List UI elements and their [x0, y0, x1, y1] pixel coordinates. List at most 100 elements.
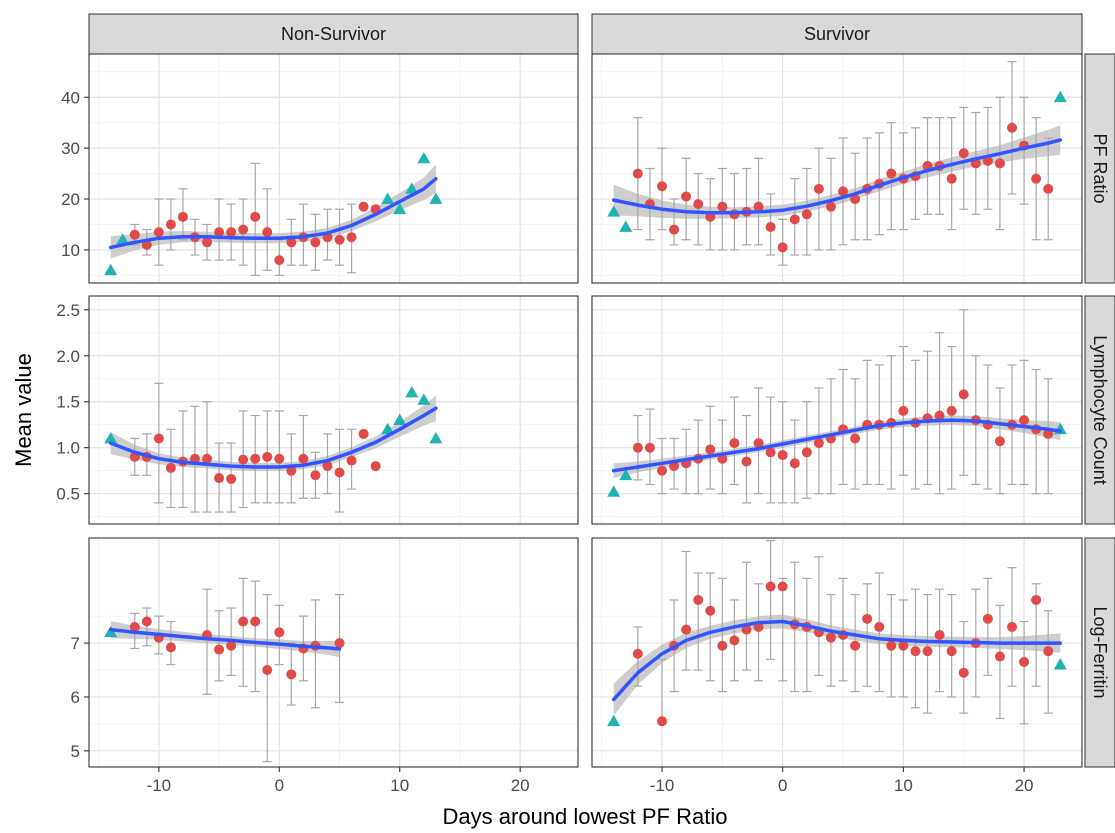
data-point [946, 173, 957, 184]
data-point [693, 199, 704, 210]
data-point [862, 613, 873, 624]
data-point-triangle [417, 393, 431, 405]
panel-plot-area [89, 538, 578, 767]
data-point [1043, 183, 1054, 194]
column-strip-label: Survivor [804, 24, 870, 44]
data-point [286, 465, 297, 476]
data-point [226, 227, 237, 238]
data-point [238, 224, 249, 235]
panel-plot-area [592, 54, 1082, 283]
panel-border [88, 537, 579, 768]
data-point [922, 646, 933, 657]
data-point [765, 581, 776, 592]
data-point [346, 232, 357, 243]
error-bar [947, 345, 957, 490]
panel-background [89, 296, 578, 524]
y-tick-label: 2.0 [56, 347, 80, 366]
data-point [334, 467, 345, 478]
error-bar [959, 106, 969, 210]
data-point [982, 613, 993, 624]
error-bar [262, 593, 272, 763]
data-point [370, 461, 381, 472]
error-bar [669, 198, 679, 246]
data-point-triangle [607, 205, 621, 217]
data-point [729, 438, 740, 449]
y-tick-label: 1.5 [56, 393, 80, 412]
data-point [286, 237, 297, 248]
data-point [153, 433, 164, 444]
y-tick-label: 5 [71, 742, 80, 761]
data-point [946, 646, 957, 657]
data-point [214, 644, 225, 655]
data-point-triangle [381, 422, 395, 435]
data-point-triangle [381, 192, 395, 204]
data-point [274, 255, 285, 266]
data-point [1043, 646, 1054, 657]
data-point-triangle [1053, 658, 1067, 670]
data-point [644, 442, 655, 453]
x-axis-ticks: -10 0 10 20 -10 0 10 20 [147, 767, 1034, 795]
error-bar [1019, 96, 1029, 205]
error-bar [983, 577, 993, 677]
data-point [274, 453, 285, 464]
panel-border [88, 53, 579, 284]
error-bar [1019, 620, 1029, 725]
error-bar [778, 218, 788, 266]
smooth-line [108, 176, 438, 250]
data-point [657, 465, 667, 476]
error-bar [862, 583, 872, 687]
data-point [165, 642, 176, 653]
facet-panel [88, 53, 579, 284]
x-tick-label: -10 [650, 776, 675, 795]
panel-plot-area [89, 54, 578, 283]
data-point [813, 438, 824, 449]
x-tick-label: 20 [511, 776, 530, 795]
data-point [669, 224, 680, 235]
x-tick-label: 10 [894, 776, 913, 795]
data-point [262, 665, 273, 676]
y-tick-label: 20 [61, 190, 80, 209]
error-bar [874, 572, 884, 693]
y-tick-label: 7 [71, 634, 80, 653]
data-point [141, 616, 152, 627]
data-point [298, 453, 309, 464]
data-point [129, 229, 140, 240]
data-point-triangle [619, 468, 633, 481]
data-point [310, 470, 321, 481]
error-bar [814, 147, 824, 251]
data-point [346, 455, 357, 466]
data-point [1031, 173, 1042, 184]
error-bar [741, 167, 751, 246]
row-strip-label: PF Ratio [1090, 133, 1110, 203]
data-point-triangle [405, 182, 419, 194]
data-point-triangle [116, 233, 130, 245]
data-point-triangle [619, 220, 633, 232]
error-bar [814, 556, 824, 677]
panel-plot-area [592, 538, 1082, 767]
data-point [994, 158, 1005, 169]
y-axis-title: Mean value [11, 353, 36, 467]
data-point [214, 227, 225, 238]
row-strip-log-ferritin: Log-Ferritin [1084, 537, 1115, 768]
panel-border [591, 537, 1083, 768]
data-point [1019, 415, 1030, 426]
data-point [681, 191, 692, 202]
facet-panel [88, 295, 579, 525]
error-bar [202, 588, 212, 695]
error-bar [947, 593, 957, 698]
smooth-line [611, 138, 1063, 215]
x-tick-label: 10 [390, 776, 409, 795]
column-strip-non-survivor: Non-Survivor [88, 13, 579, 55]
data-point [838, 186, 849, 197]
data-point [250, 616, 261, 627]
data-point-triangle [429, 192, 443, 204]
panel-border [88, 295, 579, 525]
data-point [214, 473, 225, 484]
error-bar [959, 620, 969, 714]
facet-panel [591, 53, 1083, 284]
data-point [789, 214, 800, 225]
x-tick-label: 20 [1015, 776, 1034, 795]
data-point [777, 242, 788, 253]
column-strip-survivor: Survivor [591, 13, 1083, 55]
